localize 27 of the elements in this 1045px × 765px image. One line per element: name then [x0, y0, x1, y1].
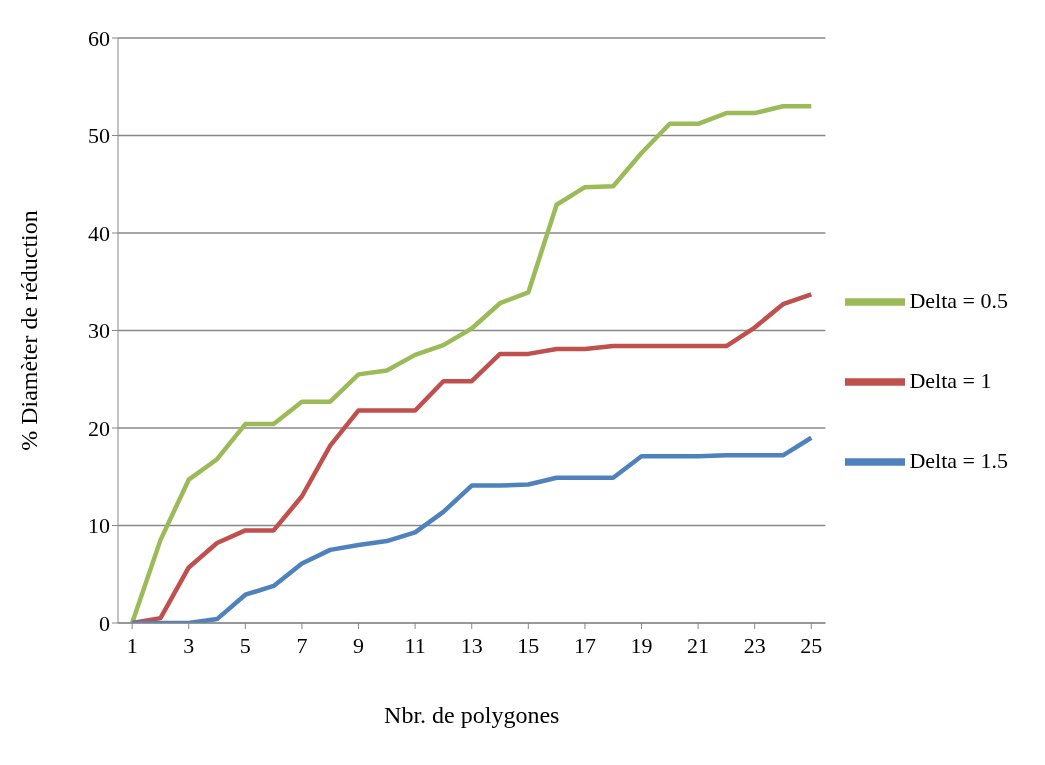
x-tick-label: 3: [183, 632, 195, 658]
y-tick-label: 50: [88, 123, 110, 149]
y-tick-label: 10: [88, 513, 110, 539]
x-tick-label: 13: [460, 632, 483, 658]
y-tick-label: 0: [99, 610, 110, 636]
x-tick-label: 7: [296, 632, 308, 658]
x-tick-label: 9: [353, 632, 365, 658]
x-axis-title: Nbr. de polygones: [384, 702, 560, 728]
legend-label: Delta = 1: [909, 367, 992, 393]
y-tick-label: 20: [88, 415, 110, 441]
y-tick-label: 30: [88, 318, 110, 344]
y-tick-label: 60: [88, 25, 110, 51]
x-tick-label: 23: [743, 632, 766, 658]
x-tick-label: 25: [800, 632, 823, 658]
y-tick-label: 40: [88, 220, 110, 246]
x-tick-label: 11: [404, 632, 426, 658]
line-series: [129, 104, 814, 623]
x-tick-label: 19: [630, 632, 653, 658]
x-tick-label: 17: [573, 632, 596, 658]
line-series: [129, 435, 814, 623]
x-tick-label: 1: [126, 632, 138, 658]
legend-label: Delta = 0.5: [909, 287, 1008, 313]
x-tick-label: 15: [517, 632, 540, 658]
x-tick-label: 21: [687, 632, 710, 658]
x-tick-label: 5: [239, 632, 251, 658]
legend-label: Delta = 1.5: [909, 447, 1008, 473]
y-axis-title: % Diamèter de réduction: [15, 210, 42, 451]
